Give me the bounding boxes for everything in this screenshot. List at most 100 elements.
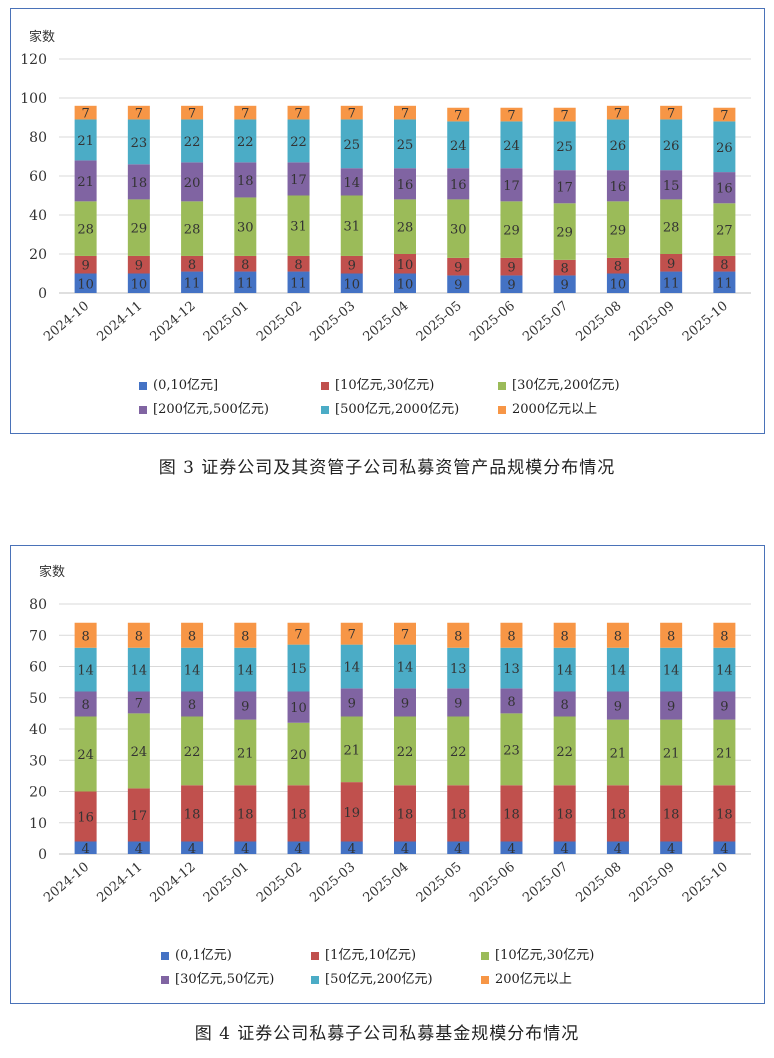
- bar-segment: [234, 719, 257, 786]
- data-label: 29: [610, 224, 627, 239]
- bar-segment: [394, 199, 416, 254]
- legend-label: 2000亿元以上: [512, 402, 598, 417]
- bar-segment: [181, 647, 204, 692]
- x-tick-label: 2024-10: [41, 860, 92, 906]
- data-label: 23: [131, 136, 148, 151]
- legend-item: [30亿元,200亿元): [498, 374, 620, 393]
- figure-caption-2: 图 4 证券公司私募子公司私募基金规模分布情况: [194, 1024, 580, 1044]
- bar-segment: [287, 162, 310, 196]
- legend-item: (0,1亿元): [161, 944, 232, 963]
- bar-segment: [606, 841, 629, 854]
- data-label: 16: [716, 182, 733, 197]
- bar-segment: [127, 841, 150, 854]
- legend-swatch: [139, 381, 147, 390]
- data-label: 14: [663, 664, 680, 679]
- data-label: 21: [663, 746, 680, 761]
- data-label: 16: [77, 811, 94, 826]
- data-label: 17: [503, 179, 520, 194]
- data-label: 4: [667, 842, 675, 857]
- data-label: 8: [507, 629, 515, 644]
- data-label: 4: [507, 842, 515, 857]
- data-label: 20: [290, 748, 307, 763]
- bar-segment: [553, 107, 576, 122]
- bar-segment: [553, 622, 576, 648]
- data-label: 23: [503, 743, 520, 758]
- data-label: 9: [507, 261, 515, 276]
- bar-segment: [660, 647, 683, 692]
- bar-segment: [394, 254, 416, 274]
- data-label: 10: [397, 258, 414, 273]
- bar-segment: [713, 172, 736, 204]
- data-label: 19: [343, 806, 360, 821]
- bar-segment: [447, 168, 470, 200]
- bar-segment: [606, 170, 629, 202]
- bar-segment: [394, 644, 416, 689]
- bar-segment: [287, 195, 310, 256]
- bar-segment: [713, 691, 736, 720]
- data-label: 22: [450, 745, 467, 760]
- bar-segment: [340, 105, 363, 120]
- x-tick-label: 2024-11: [94, 299, 145, 345]
- data-label: 14: [343, 176, 360, 191]
- y-tick-label: 70: [29, 628, 47, 644]
- bar-segment: [181, 785, 204, 842]
- data-label: 14: [184, 664, 201, 679]
- legend-item: [30亿元,50亿元): [161, 968, 274, 987]
- data-label: 7: [348, 628, 356, 643]
- bar-segment: [500, 257, 523, 276]
- bar-segment: [181, 716, 204, 786]
- bar-segment: [553, 170, 576, 204]
- bar-segment: [500, 121, 523, 169]
- bar-segment: [447, 716, 470, 786]
- bar-segment: [713, 107, 736, 122]
- legend-swatch: [311, 951, 319, 960]
- bar-segment: [127, 273, 150, 293]
- data-label: 8: [81, 629, 89, 644]
- x-tick-label: 2025-03: [307, 860, 358, 906]
- bar-segment: [606, 622, 629, 648]
- y-tick-label: 80: [29, 130, 47, 146]
- data-label: 7: [561, 109, 569, 124]
- bar-segment: [181, 691, 204, 717]
- data-label: 7: [614, 107, 622, 122]
- bar-segment: [234, 119, 257, 163]
- data-label: 8: [561, 698, 569, 713]
- data-label: 8: [720, 629, 728, 644]
- x-tick-label: 2024-10: [41, 299, 92, 345]
- bar-segment: [234, 162, 257, 198]
- data-label: 22: [184, 745, 201, 760]
- y-axis-title: 家数: [39, 564, 65, 580]
- data-label: 15: [290, 662, 307, 677]
- bar-segment: [447, 647, 470, 689]
- x-tick-label: 2025-10: [680, 299, 731, 345]
- legend-swatch: [498, 381, 506, 390]
- bar-segment: [340, 716, 363, 783]
- data-label: 14: [77, 664, 94, 679]
- bar-segment: [181, 255, 204, 272]
- bar-segment: [74, 691, 97, 717]
- data-label: 8: [720, 258, 728, 273]
- x-tick-label: 2025-05: [414, 860, 465, 906]
- bar-segment: [660, 271, 683, 293]
- data-label: 17: [556, 181, 573, 196]
- data-label: 9: [348, 259, 356, 274]
- data-label: 9: [401, 696, 409, 711]
- data-label: 4: [401, 842, 409, 857]
- bar-segment: [660, 119, 683, 171]
- bar-segment: [127, 119, 150, 165]
- bar-segment: [660, 719, 683, 786]
- legend-label: [1亿元,10亿元): [325, 948, 417, 963]
- data-label: 7: [401, 628, 409, 643]
- data-label: 10: [397, 277, 414, 292]
- y-tick-label: 40: [29, 722, 47, 738]
- data-label: 9: [348, 696, 356, 711]
- data-label: 21: [77, 175, 94, 190]
- y-tick-label: 60: [29, 169, 47, 185]
- y-tick-label: 100: [20, 91, 47, 107]
- bar-segment: [127, 199, 150, 256]
- figure-caption-1: 图 3 证券公司及其资管子公司私募资管产品规模分布情况: [158, 458, 616, 478]
- bar-segment: [181, 201, 204, 256]
- data-label: 11: [716, 276, 733, 291]
- data-label: 8: [614, 629, 622, 644]
- bar-segment: [340, 644, 363, 689]
